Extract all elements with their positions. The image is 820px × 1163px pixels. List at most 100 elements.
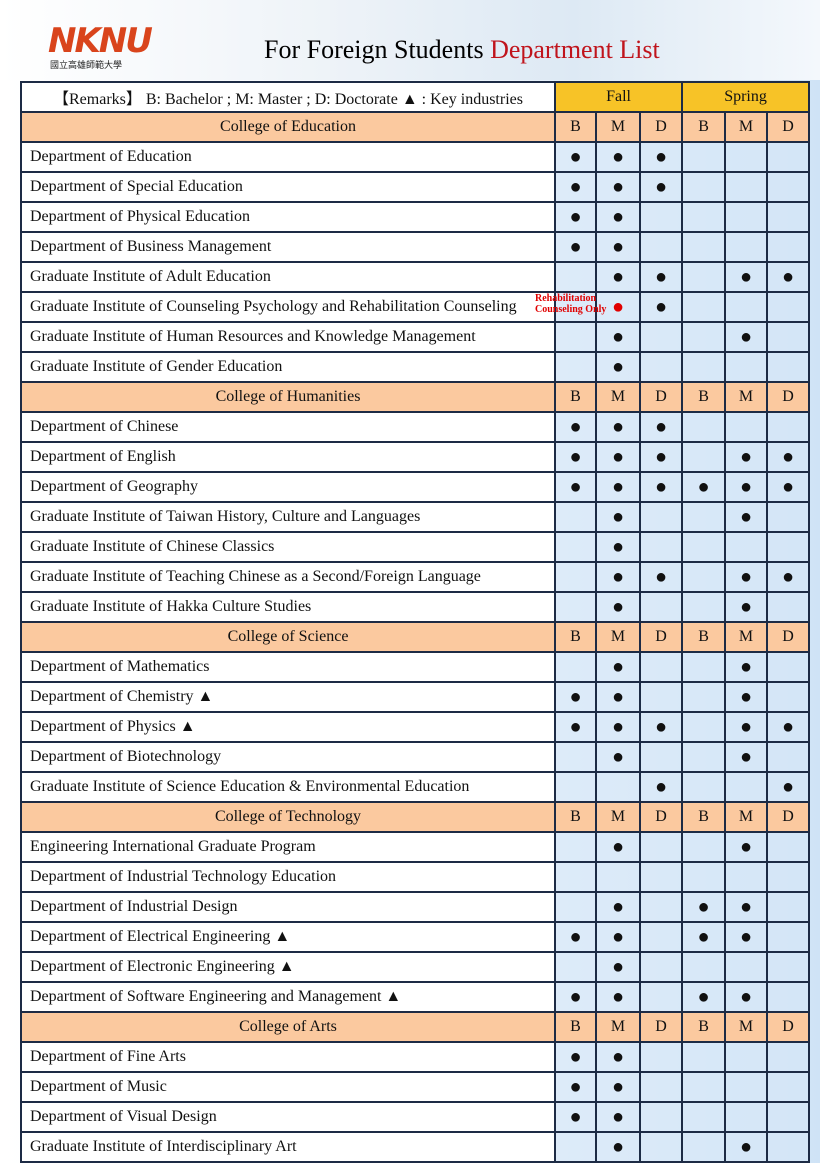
empty-cell bbox=[638, 351, 684, 383]
empty-cell bbox=[724, 1041, 769, 1073]
empty-cell bbox=[638, 681, 684, 713]
level-header: M bbox=[724, 621, 769, 653]
empty-cell bbox=[554, 651, 597, 683]
empty-cell bbox=[681, 201, 727, 233]
offered-mark: ● bbox=[638, 141, 684, 173]
department-name: Department of Electronic Engineering ▲ bbox=[20, 951, 556, 983]
empty-cell bbox=[681, 321, 727, 353]
empty-cell bbox=[554, 741, 597, 773]
level-header: B bbox=[681, 1011, 727, 1043]
department-name: Department of Industrial Technology Educ… bbox=[20, 861, 556, 893]
department-name: Department of Education bbox=[20, 141, 556, 173]
empty-cell bbox=[554, 771, 597, 803]
department-name: Department of Geography bbox=[20, 471, 556, 503]
empty-cell bbox=[724, 531, 769, 563]
offered-mark: ● bbox=[638, 561, 684, 593]
empty-cell bbox=[681, 561, 727, 593]
level-header: D bbox=[638, 111, 684, 143]
empty-cell bbox=[681, 1071, 727, 1103]
department-name: Department of Visual Design bbox=[20, 1101, 556, 1133]
level-header: B bbox=[681, 111, 727, 143]
empty-cell bbox=[766, 1101, 811, 1133]
offered-mark: ● bbox=[554, 1101, 597, 1133]
empty-cell bbox=[554, 1131, 597, 1163]
department-table: 【Remarks】 B: Bachelor ; M: Master ; D: D… bbox=[20, 81, 811, 1163]
offered-mark: ● bbox=[595, 171, 641, 203]
offered-cell: Rehabilitation Counseling Only ● bbox=[535, 291, 641, 323]
college-name: College of Technology bbox=[20, 801, 556, 833]
department-name: Department of Chinese bbox=[20, 411, 556, 443]
empty-cell bbox=[681, 711, 727, 743]
offered-mark: ● bbox=[595, 1071, 641, 1103]
department-row: Department of Industrial Technology Educ… bbox=[20, 861, 811, 893]
offered-mark: ● bbox=[595, 741, 641, 773]
offered-mark: ● bbox=[595, 351, 641, 383]
empty-cell bbox=[681, 651, 727, 683]
empty-cell bbox=[724, 231, 769, 263]
empty-cell bbox=[554, 261, 597, 293]
offered-mark: ● bbox=[724, 651, 769, 683]
empty-cell bbox=[766, 291, 811, 323]
empty-cell bbox=[766, 831, 811, 863]
offered-mark: ● bbox=[681, 921, 727, 953]
level-header: B bbox=[681, 801, 727, 833]
remarks: 【Remarks】 B: Bachelor ; M: Master ; D: D… bbox=[20, 81, 556, 113]
level-header: D bbox=[638, 621, 684, 653]
empty-cell bbox=[638, 1041, 684, 1073]
offered-mark: ● bbox=[638, 471, 684, 503]
department-row: Graduate Institute of Gender Education ● bbox=[20, 351, 811, 383]
level-header: B bbox=[554, 381, 597, 413]
department-name: Department of Mathematics bbox=[20, 651, 556, 683]
department-row: Graduate Institute of Interdisciplinary … bbox=[20, 1131, 811, 1163]
empty-cell bbox=[554, 951, 597, 983]
logo: NKNU bbox=[48, 21, 153, 61]
college-row: College of Science B M D B M D bbox=[20, 621, 811, 653]
department-name: Department of Chemistry ▲ bbox=[20, 681, 556, 713]
level-header: M bbox=[595, 1011, 641, 1043]
empty-cell bbox=[595, 771, 641, 803]
level-header: B bbox=[554, 621, 597, 653]
title: For Foreign Students Department List bbox=[264, 34, 660, 66]
empty-cell bbox=[766, 681, 811, 713]
empty-cell bbox=[638, 1101, 684, 1133]
empty-cell bbox=[638, 831, 684, 863]
term-header: Fall bbox=[553, 81, 684, 113]
department-name: Department of Special Education bbox=[20, 171, 556, 203]
department-name: Department of Music bbox=[20, 1071, 556, 1103]
empty-cell bbox=[638, 201, 684, 233]
department-row: Department of English ● ● ● ● ● bbox=[20, 441, 811, 473]
department-name: Graduate Institute of Chinese Classics bbox=[20, 531, 556, 563]
department-row: Department of Physical Education ● ● bbox=[20, 201, 811, 233]
empty-cell bbox=[554, 831, 597, 863]
empty-cell bbox=[724, 141, 769, 173]
logo-subtitle: 國立高雄師範大學 bbox=[50, 61, 123, 71]
level-header: D bbox=[638, 801, 684, 833]
offered-mark: ● bbox=[554, 681, 597, 713]
empty-cell bbox=[554, 561, 597, 593]
department-name: Department of Fine Arts bbox=[20, 1041, 556, 1073]
department-row: Graduate Institute of Teaching Chinese a… bbox=[20, 561, 811, 593]
empty-cell bbox=[681, 591, 727, 623]
level-header: D bbox=[766, 381, 811, 413]
empty-cell bbox=[638, 501, 684, 533]
level-header: M bbox=[595, 381, 641, 413]
level-header: M bbox=[595, 801, 641, 833]
department-name: Department of Business Management bbox=[20, 231, 556, 263]
empty-cell bbox=[681, 501, 727, 533]
level-header: B bbox=[554, 801, 597, 833]
empty-cell bbox=[638, 891, 684, 923]
empty-cell bbox=[554, 861, 597, 893]
offered-mark: ● bbox=[595, 471, 641, 503]
offered-mark: ● bbox=[554, 711, 597, 743]
offered-mark: ● bbox=[554, 471, 597, 503]
empty-cell bbox=[681, 951, 727, 983]
college-row: College of Technology B M D B M D bbox=[20, 801, 811, 833]
empty-cell bbox=[638, 921, 684, 953]
department-name: Engineering International Graduate Progr… bbox=[20, 831, 556, 863]
empty-cell bbox=[681, 441, 727, 473]
offered-mark: ● bbox=[554, 921, 597, 953]
empty-cell bbox=[766, 231, 811, 263]
empty-cell bbox=[681, 771, 727, 803]
